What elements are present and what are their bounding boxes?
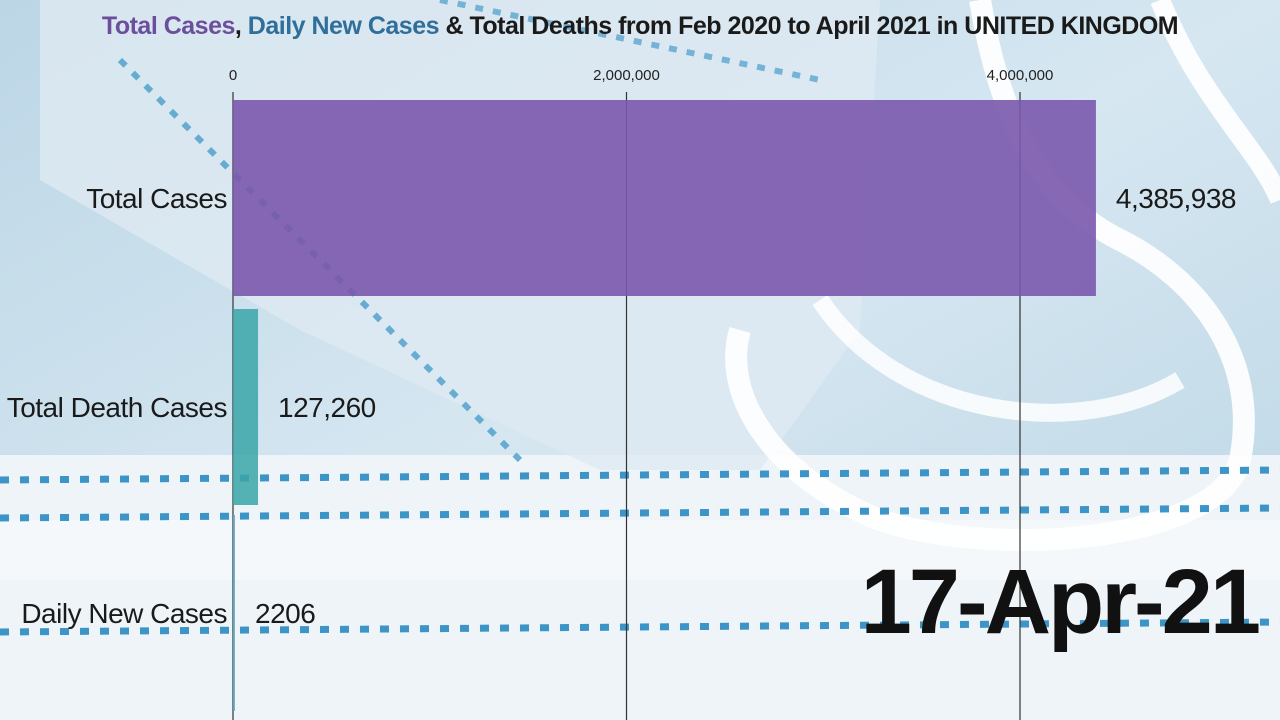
title-separator: ,	[234, 12, 248, 40]
x-tick-label: 2,000,000	[593, 67, 660, 84]
value-label-daily-new-cases: 2206	[255, 598, 315, 629]
x-tick-label: 4,000,000	[987, 67, 1054, 84]
title-total-cases: Total Cases	[101, 12, 235, 40]
bar-daily-new-cases	[233, 515, 235, 711]
category-label-daily-new-cases: Daily New Cases	[21, 598, 227, 629]
title-daily-new-cases: Daily New Cases	[247, 12, 440, 40]
title-rest: & Total Deaths from Feb 2020 to April 20…	[439, 12, 1179, 40]
category-label-total-death-cases: Total Death Cases	[7, 392, 227, 423]
x-axis-ticks: 0 2,000,000 4,000,000	[229, 67, 1054, 84]
bar-total-cases	[233, 100, 1096, 296]
category-labels: Total Cases Total Death Cases Daily New Ca…	[7, 183, 228, 629]
chart-title: Total Cases, Daily New Cases & Total Dea…	[0, 12, 1280, 41]
bar-total-death-cases	[233, 309, 259, 505]
date-label: 17-Apr-21	[860, 551, 1261, 653]
value-label-total-cases: 4,385,938	[1116, 183, 1236, 214]
value-labels: 4,385,938 127,260 2206	[255, 183, 1237, 629]
category-label-total-cases: Total Cases	[86, 183, 227, 214]
x-tick-label: 0	[229, 67, 237, 84]
bars	[233, 100, 1096, 711]
value-label-total-death-cases: 127,260	[278, 392, 376, 423]
